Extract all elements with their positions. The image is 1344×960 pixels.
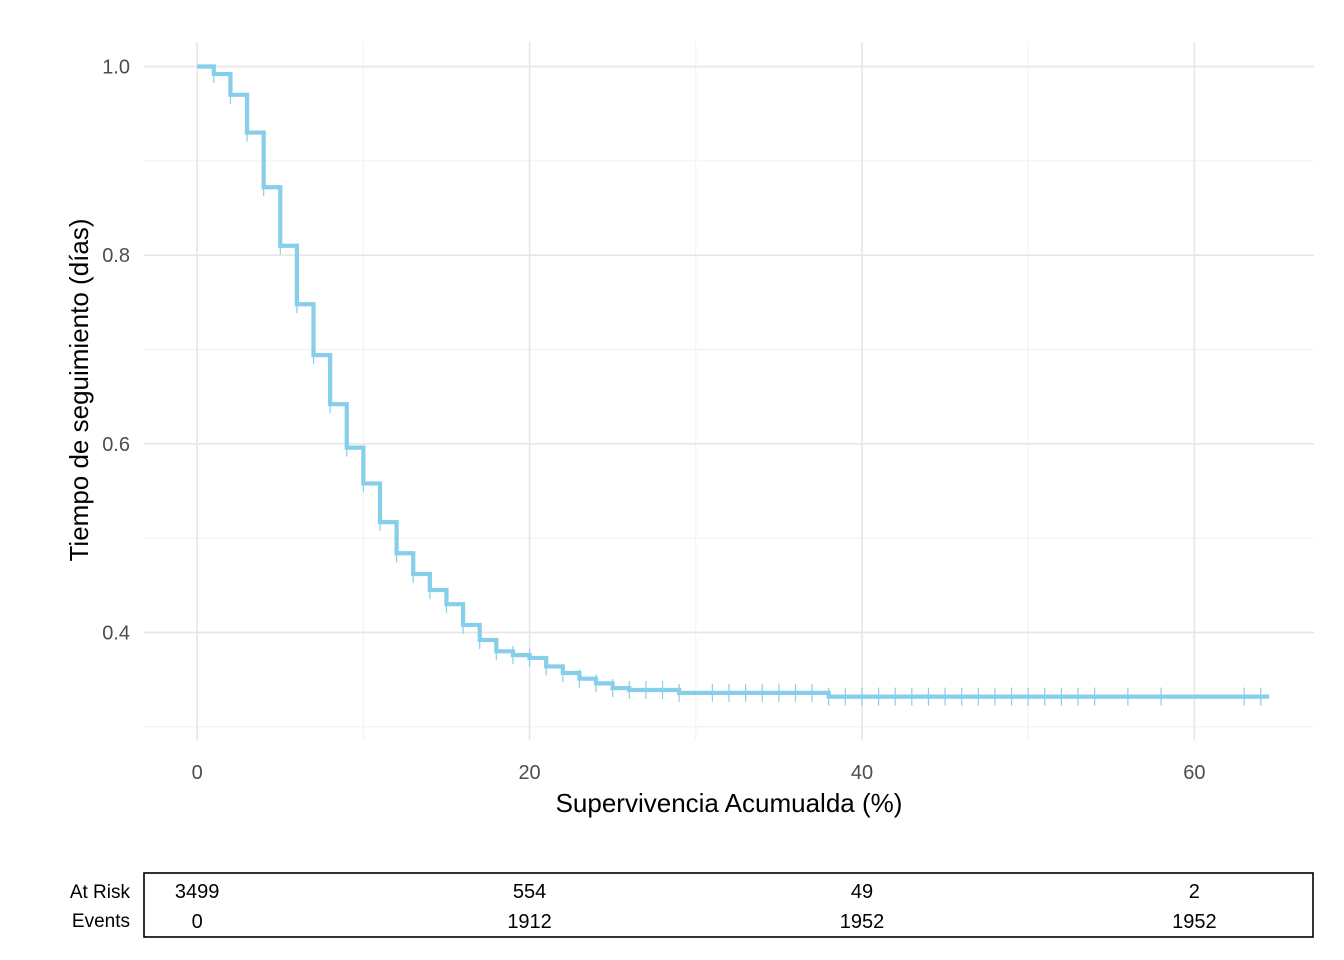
y-axis-ticks: 0.4 0.6 0.8 1.0	[102, 57, 130, 645]
risk-row-label-events: Events	[72, 911, 130, 932]
events-value: 1912	[507, 911, 552, 933]
grid	[144, 42, 1314, 740]
at-risk-value: 554	[513, 881, 546, 903]
events-value: 0	[192, 911, 203, 933]
y-tick-label: 0.6	[102, 434, 130, 456]
events-value: 1952	[1172, 911, 1217, 933]
y-axis-title: Tiempo de seguimiento (días)	[64, 219, 94, 562]
risk-table-values: 3499 0 554 1912 49 1952 2 1952	[175, 881, 1217, 933]
censor-marks	[213, 65, 1262, 706]
x-axis-ticks: 0 20 40 60	[192, 762, 1206, 784]
y-tick-label: 0.4	[102, 622, 130, 644]
at-risk-value: 3499	[175, 881, 220, 903]
x-tick-label: 0	[192, 762, 203, 784]
at-risk-value: 49	[851, 881, 873, 903]
at-risk-value: 2	[1189, 881, 1200, 903]
y-tick-label: 0.8	[102, 245, 130, 267]
risk-row-label-at-risk: At Risk	[70, 882, 131, 903]
x-tick-label: 60	[1183, 762, 1205, 784]
y-tick-label: 1.0	[102, 57, 130, 79]
x-tick-label: 20	[518, 762, 540, 784]
x-tick-label: 40	[851, 762, 873, 784]
events-value: 1952	[840, 911, 885, 933]
x-axis-title: Supervivencia Acumualda (%)	[556, 788, 903, 818]
risk-table-frame	[143, 872, 1314, 938]
